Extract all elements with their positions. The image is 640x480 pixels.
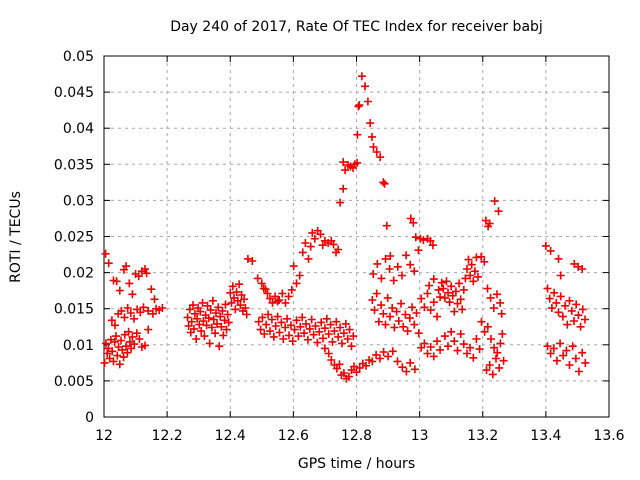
- x-tick-label: 13.2: [467, 428, 498, 444]
- y-tick-label: 0.045: [54, 85, 94, 101]
- y-tick-label: 0.05: [63, 49, 94, 65]
- x-axis-label: GPS time / hours: [297, 456, 416, 472]
- x-tick-label: 12.6: [278, 428, 309, 444]
- chart-title: Day 240 of 2017, Rate Of TEC Index for r…: [170, 19, 543, 35]
- x-tick-label: 13.4: [530, 428, 561, 444]
- x-tick-label: 13.6: [593, 428, 624, 444]
- y-tick-label: 0.03: [63, 193, 94, 209]
- y-tick-label: 0.035: [54, 157, 94, 173]
- x-tick-label: 13: [411, 428, 429, 444]
- y-tick-label: 0.025: [54, 230, 94, 246]
- y-tick-label: 0.01: [63, 338, 94, 354]
- x-tick-label: 12.4: [215, 428, 246, 444]
- x-tick-label: 12.2: [152, 428, 183, 444]
- x-tick-label: 12.8: [341, 428, 372, 444]
- y-tick-label: 0.02: [63, 266, 94, 282]
- x-tick-label: 12: [95, 428, 113, 444]
- scatter-points: [100, 72, 590, 383]
- y-tick-label: 0.015: [54, 302, 94, 318]
- y-tick-label: 0: [85, 410, 94, 426]
- y-tick-label: 0.04: [63, 121, 94, 137]
- y-tick-label: 0.005: [54, 374, 94, 390]
